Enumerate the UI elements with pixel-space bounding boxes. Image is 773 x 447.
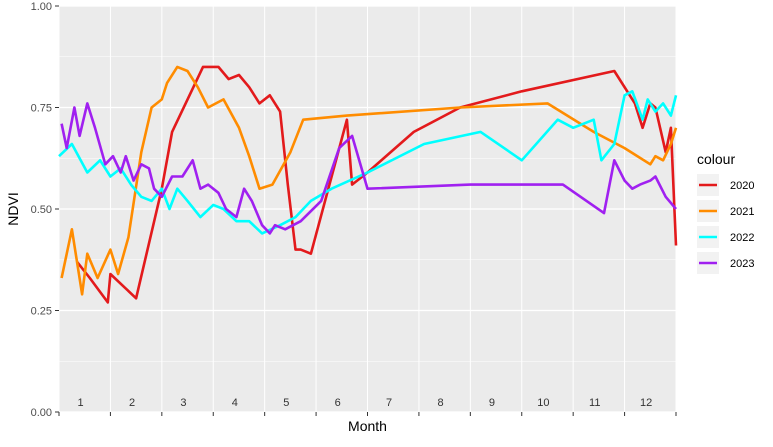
y-axis-title: NDVI: [5, 192, 21, 225]
x-axis-title: Month: [348, 418, 387, 434]
month-label: 1: [78, 397, 84, 409]
month-label: 7: [386, 397, 392, 409]
month-label: 11: [589, 397, 600, 409]
axes: 0.000.250.500.751.001 2 3 4 5 6 7 8 9 10 11 12: [31, 1, 677, 419]
month-label: 10: [537, 397, 549, 409]
series-lines: [58, 65, 678, 304]
month-label: 6: [335, 397, 341, 409]
legend-label: 2021: [730, 206, 754, 218]
legend-label: 2022: [730, 232, 754, 244]
month-label: 12: [640, 397, 652, 409]
y-tick-label: 1.00: [31, 1, 52, 13]
series-line-2022: [58, 90, 678, 235]
y-tick-label: 0.75: [31, 103, 52, 115]
month-label: 3: [180, 397, 186, 409]
month-label: 9: [489, 397, 495, 409]
month-label: 5: [283, 397, 289, 409]
legend-label: 2020: [730, 180, 754, 192]
y-tick-label: 0.25: [31, 306, 52, 318]
month-label: 2: [129, 397, 135, 409]
month-label: 8: [437, 397, 443, 409]
series-line-2023: [60, 102, 677, 235]
y-tick-label: 0.00: [31, 407, 52, 419]
legend-title: colour: [697, 151, 735, 167]
month-label: 4: [232, 397, 238, 409]
legend: colour 2020 2021 2022 2023: [697, 151, 754, 274]
series-line-2020: [75, 65, 678, 304]
legend-label: 2023: [730, 258, 754, 270]
y-tick-label: 0.50: [31, 204, 52, 216]
